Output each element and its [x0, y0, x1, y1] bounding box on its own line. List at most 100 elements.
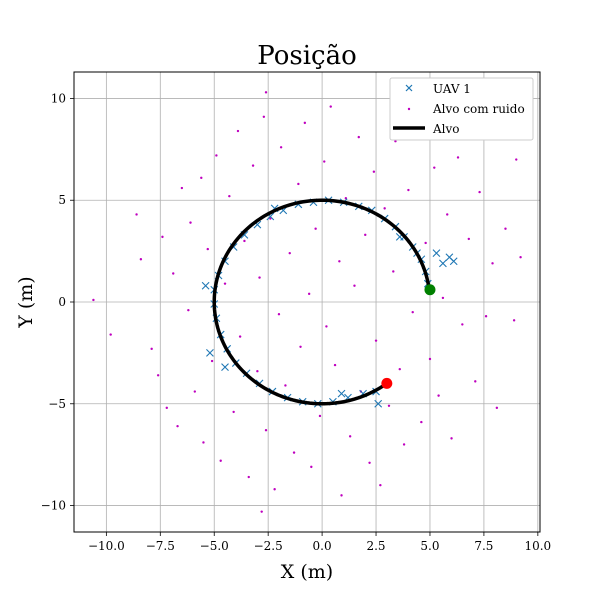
noisy-point [398, 367, 401, 371]
noisy-point [474, 380, 477, 383]
noisy-point [236, 129, 240, 133]
noisy-point [165, 406, 168, 410]
noisy-point [402, 443, 406, 446]
uav-cross-stroke [432, 249, 441, 258]
x-tick-label: −10.0 [88, 539, 125, 553]
noisy-point [284, 384, 287, 387]
noisy-point [512, 319, 516, 322]
legend-label-noisy: Alvo com ruido [432, 102, 525, 116]
x-axis-label: X (m) [281, 561, 333, 583]
noisy-point [92, 298, 95, 302]
noisy-point [193, 390, 197, 393]
noisy-point [135, 213, 138, 216]
noisy-point [256, 370, 259, 373]
noisy-point [515, 158, 518, 161]
plot-data [92, 91, 522, 513]
y-tick-label: −10 [41, 499, 66, 513]
noisy-point [172, 272, 175, 275]
noisy-point [264, 91, 268, 94]
end-marker [381, 377, 393, 389]
uav-cross-stroke [206, 348, 214, 357]
noisy-point [232, 410, 235, 414]
noisy-point [348, 435, 352, 438]
noisy-point [299, 345, 302, 348]
uav-cross-stroke [449, 257, 458, 266]
uav-point [374, 399, 383, 408]
uav-point [449, 257, 458, 266]
noisy-point [374, 339, 378, 342]
noisy-point [210, 359, 214, 363]
noisy-point [292, 451, 296, 454]
noisy-point [420, 420, 423, 424]
noisy-point [340, 494, 343, 497]
y-tick-label: 10 [51, 91, 66, 105]
noisy-point [269, 217, 272, 220]
legend-marker-noisy [407, 107, 411, 111]
noisy-point [338, 260, 341, 263]
noisy-point [223, 282, 227, 285]
uav-point [439, 259, 447, 268]
uav-cross-stroke [201, 281, 210, 290]
noisy-point [277, 313, 281, 316]
noisy-point [288, 251, 291, 255]
chart-title: Posição [257, 41, 356, 71]
x-tick-label: 0.0 [313, 539, 332, 553]
noisy-point [441, 296, 445, 300]
noisy-point [364, 233, 367, 237]
noisy-point [310, 465, 313, 469]
noisy-point [357, 135, 360, 139]
legend-box [389, 77, 534, 141]
legend-label-uav: UAV 1 [433, 82, 471, 96]
y-tick-label: 0 [58, 295, 66, 309]
y-axis-label: Y (m) [15, 276, 37, 328]
noisy-point [264, 429, 268, 432]
x-tick-label: −2.5 [254, 539, 283, 553]
noisy-point [467, 237, 471, 241]
noisy-point [504, 227, 507, 230]
noisy-point [461, 323, 464, 326]
noisy-point [394, 140, 397, 143]
noisy-point [273, 488, 276, 491]
uav-point [337, 389, 346, 398]
noisy-point [139, 258, 143, 261]
noisy-point [243, 239, 246, 243]
noisy-point [202, 441, 205, 444]
uav-point [221, 363, 229, 372]
uav-point [201, 281, 210, 290]
noisy-point [215, 154, 218, 157]
x-tick-label: 5.0 [420, 539, 439, 553]
noisy-point [180, 186, 184, 190]
uav-cross-stroke [221, 363, 229, 372]
uav-cross-stroke [374, 399, 383, 408]
noisy-point [446, 213, 449, 216]
uav-cross-stroke [253, 220, 262, 229]
noisy-point [353, 284, 356, 287]
noisy-point [379, 483, 382, 487]
noisy-point [161, 235, 164, 239]
noisy-point [450, 437, 453, 440]
noisy-point [325, 325, 328, 328]
uav-cross-stroke [445, 253, 454, 262]
noisy-point [519, 256, 522, 259]
noisy-point [392, 270, 395, 273]
noisy-point [247, 475, 250, 479]
noisy-point [368, 461, 371, 464]
x-tick-label: 2.5 [366, 539, 385, 553]
noisy-point [297, 182, 300, 186]
noisy-point [323, 160, 326, 163]
noisy-point [407, 188, 410, 192]
noisy-point [491, 262, 494, 265]
legend-label-target: Alvo [432, 122, 460, 136]
noisy-point [387, 404, 391, 408]
noisy-point [456, 156, 460, 159]
noisy-point [258, 276, 261, 279]
noisy-point [206, 247, 209, 251]
noisy-point [428, 357, 432, 361]
noisy-point [200, 176, 203, 180]
y-tick-label: −5 [48, 397, 66, 411]
x-tick-label: 7.5 [474, 539, 493, 553]
noisy-point [260, 510, 263, 513]
noisy-point [156, 374, 160, 377]
